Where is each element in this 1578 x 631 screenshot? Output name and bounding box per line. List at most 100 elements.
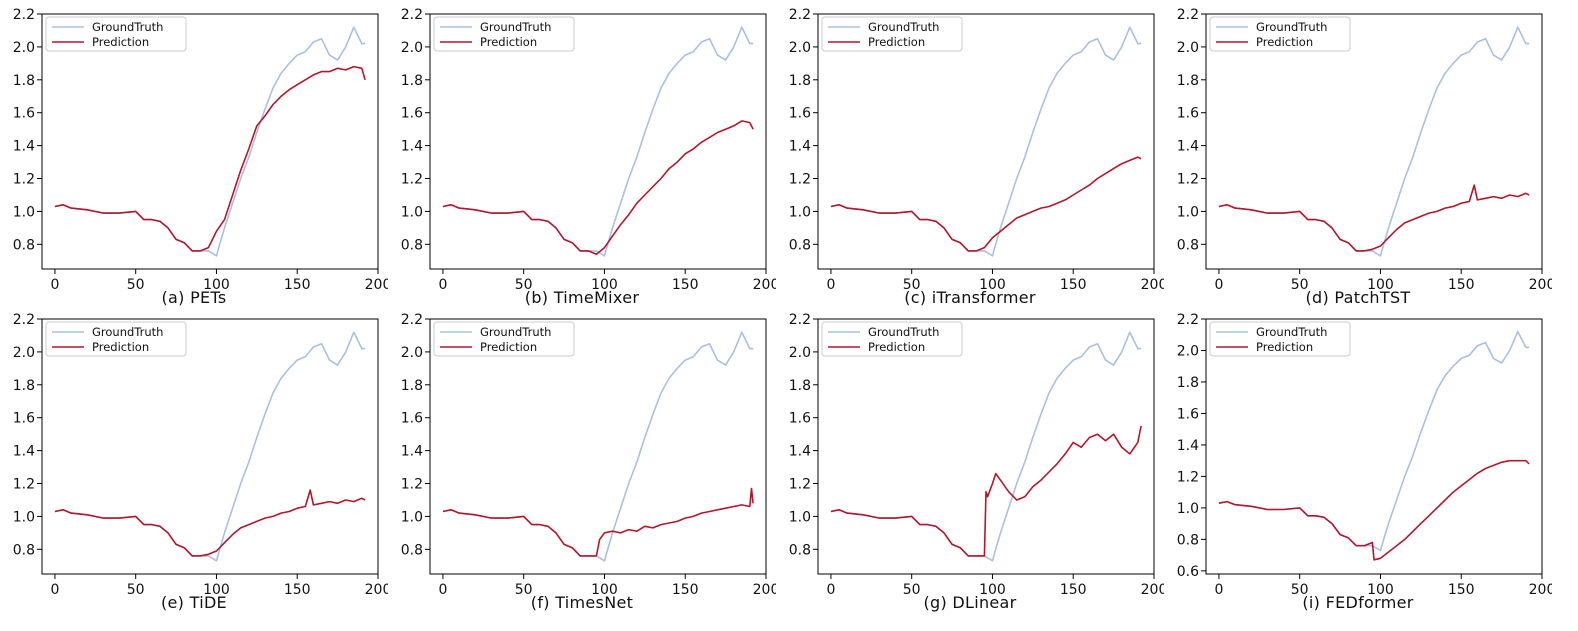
- ground-truth-line: [442, 26, 754, 257]
- y-tick-label: 1.6: [1177, 106, 1199, 122]
- y-tick-label: 1.6: [1177, 406, 1199, 422]
- legend-ground-truth-label: GroundTruth: [480, 325, 551, 339]
- y-tick-label: 1.0: [789, 509, 811, 525]
- y-tick-label: 2.0: [13, 40, 35, 56]
- prediction-line: [54, 489, 366, 557]
- chart-panel: 0.6 0.8 1.0 1.2 1.4 1.6 1.8 2.0 2.2 0 50 100 150 200 G…: [1164, 307, 1552, 612]
- y-tick-label: 1.0: [13, 204, 35, 220]
- prediction-line: [830, 156, 1142, 252]
- prediction-line: [54, 65, 366, 252]
- x-tick-label: 100: [591, 277, 618, 293]
- y-tick-label: 1.6: [401, 106, 423, 122]
- x-tick-label: 200: [365, 277, 388, 293]
- y-tick-label: 2.2: [401, 7, 423, 23]
- chart-panel: 0.8 1.0 1.2 1.4 1.6 1.8 2.0 2.2 0 50 100 150 200 Grou…: [1164, 2, 1552, 307]
- chart-caption: (c) iTransformer: [904, 288, 1036, 307]
- x-tick-label: 150: [672, 582, 699, 598]
- y-tick-label: 1.2: [1177, 469, 1199, 485]
- y-tick-label: 0.8: [13, 542, 35, 558]
- prediction-line: [830, 425, 1142, 557]
- y-tick-label: 0.8: [789, 237, 811, 253]
- x-tick-label: 100: [1367, 582, 1394, 598]
- chart-svg: 0.8 1.0 1.2 1.4 1.6 1.8 2.0 2.2 0 50 100 150 200 Grou…: [13, 312, 388, 598]
- y-tick-label: 1.2: [789, 477, 811, 493]
- x-tick-label: 100: [979, 277, 1006, 293]
- y-tick-label: 1.2: [1177, 172, 1199, 188]
- y-tick-label: 0.8: [401, 237, 423, 253]
- ground-truth-line: [1218, 26, 1530, 257]
- x-tick-label: 150: [672, 277, 699, 293]
- chart-svg: 0.8 1.0 1.2 1.4 1.6 1.8 2.0 2.2 0 50 100 150 200 Grou…: [401, 7, 776, 293]
- y-tick-label: 1.4: [13, 444, 35, 460]
- x-tick-label: 0: [438, 277, 447, 293]
- prediction-line: [1218, 459, 1530, 561]
- ground-truth-line: [442, 331, 754, 562]
- legend-ground-truth-label: GroundTruth: [868, 325, 939, 339]
- y-tick-label: 1.4: [789, 139, 811, 155]
- x-tick-label: 50: [127, 582, 145, 598]
- y-tick-label: 0.8: [1177, 532, 1199, 548]
- y-tick-label: 1.6: [13, 106, 35, 122]
- x-tick-label: 0: [438, 582, 447, 598]
- x-tick-label: 150: [1448, 582, 1475, 598]
- x-tick-label: 50: [1291, 277, 1309, 293]
- x-tick-label: 100: [203, 277, 230, 293]
- legend-ground-truth-label: GroundTruth: [868, 20, 939, 34]
- chart-svg: 0.6 0.8 1.0 1.2 1.4 1.6 1.8 2.0 2.2 0 50 100 150 200 G…: [1177, 312, 1552, 598]
- chart-caption: (f) TimesNet: [530, 593, 634, 612]
- x-tick-label: 100: [591, 582, 618, 598]
- legend-prediction-label: Prediction: [480, 35, 537, 49]
- y-tick-label: 2.2: [401, 312, 423, 328]
- y-tick-label: 1.0: [401, 204, 423, 220]
- y-tick-label: 1.8: [1177, 73, 1199, 89]
- chart-caption: (d) PatchTST: [1305, 288, 1411, 307]
- x-tick-label: 150: [1060, 582, 1087, 598]
- y-tick-label: 2.2: [1177, 312, 1199, 328]
- y-tick-label: 1.8: [13, 73, 35, 89]
- legend-prediction-label: Prediction: [92, 35, 149, 49]
- y-tick-label: 1.2: [401, 172, 423, 188]
- axes-frame: [817, 13, 1155, 270]
- y-tick-label: 0.6: [1177, 564, 1199, 580]
- chart-caption: (a) PETs: [161, 288, 227, 307]
- axes-frame: [429, 13, 767, 270]
- legend-prediction-label: Prediction: [868, 35, 925, 49]
- y-tick-label: 0.8: [789, 542, 811, 558]
- y-tick-label: 1.6: [13, 411, 35, 427]
- prediction-line: [442, 487, 754, 557]
- y-tick-label: 1.4: [789, 444, 811, 460]
- y-tick-label: 1.8: [789, 378, 811, 394]
- prediction-line: [442, 120, 754, 255]
- x-tick-label: 200: [1141, 277, 1164, 293]
- legend-prediction-label: Prediction: [480, 340, 537, 354]
- x-tick-label: 150: [284, 582, 311, 598]
- legend-prediction-label: Prediction: [1256, 35, 1313, 49]
- axes-frame: [1205, 318, 1543, 575]
- axes-frame: [41, 13, 379, 270]
- legend-ground-truth-label: GroundTruth: [92, 325, 163, 339]
- x-tick-label: 100: [979, 582, 1006, 598]
- x-tick-label: 0: [826, 277, 835, 293]
- legend-prediction-label: Prediction: [92, 340, 149, 354]
- x-tick-label: 150: [1060, 277, 1087, 293]
- x-tick-label: 50: [1291, 582, 1309, 598]
- chart-caption: (g) DLinear: [923, 593, 1017, 612]
- chart-svg: 0.8 1.0 1.2 1.4 1.6 1.8 2.0 2.2 0 50 100 150 200 Grou…: [789, 7, 1164, 293]
- y-tick-label: 1.6: [789, 411, 811, 427]
- y-tick-label: 1.2: [401, 477, 423, 493]
- x-tick-label: 50: [903, 277, 921, 293]
- x-tick-label: 150: [284, 277, 311, 293]
- y-tick-label: 1.4: [401, 444, 423, 460]
- legend-prediction-label: Prediction: [1256, 340, 1313, 354]
- y-tick-label: 2.0: [789, 345, 811, 361]
- y-tick-label: 1.0: [13, 509, 35, 525]
- axes-frame: [41, 318, 379, 575]
- y-tick-label: 1.6: [789, 106, 811, 122]
- x-tick-label: 150: [1448, 277, 1475, 293]
